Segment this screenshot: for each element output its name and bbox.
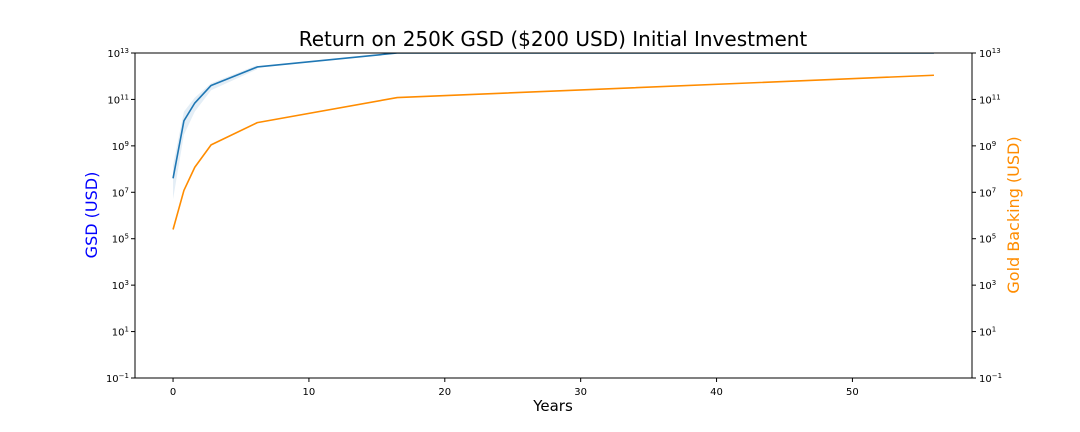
x-tick-label: 10 <box>303 387 316 398</box>
y-left-tick-label: 105 <box>112 233 129 246</box>
chart-title: Return on 250K GSD ($200 USD) Initial In… <box>299 27 808 51</box>
y-right-tick-label: 109 <box>979 140 996 153</box>
y-left-tick-label: 103 <box>112 279 129 292</box>
x-tick-label: 20 <box>438 387 451 398</box>
x-tick-label: 30 <box>574 387 587 398</box>
y-right-tick-label: 1011 <box>979 93 1001 106</box>
y-right-tick-label: 107 <box>979 186 996 199</box>
series-line-gold <box>172 74 934 230</box>
series-line-gsd <box>172 53 934 179</box>
x-axis-label: Years <box>532 397 573 415</box>
y-right-tick-label: 103 <box>979 279 996 292</box>
y-left-tick-label: 10−1 <box>106 372 129 385</box>
y-left-tick-label: 109 <box>112 140 129 153</box>
y-left-tick-label: 1011 <box>107 93 129 106</box>
y-right-tick-label: 10−1 <box>979 372 1002 385</box>
x-tick-label: 40 <box>710 387 723 398</box>
gsd-confidence-band <box>173 65 258 200</box>
y-right-tick-label: 105 <box>979 233 996 246</box>
y-right-tick-label: 1013 <box>979 47 1001 60</box>
y-right-tick-label: 101 <box>979 326 996 339</box>
y-left-tick-label: 101 <box>112 326 129 339</box>
x-tick-label: 50 <box>846 387 859 398</box>
y-left-tick-label: 107 <box>112 186 129 199</box>
y-left-tick-label: 1013 <box>107 47 129 60</box>
x-tick-label: 0 <box>170 387 176 398</box>
y-axis-left-label: GSD (USD) <box>82 172 101 259</box>
plot-area: 0 10 20 30 40 50 10−1 10−1 101 101 103 103 105 105 107… <box>106 47 1002 398</box>
y-axis-right-label: Gold Backing (USD) <box>1004 136 1023 293</box>
